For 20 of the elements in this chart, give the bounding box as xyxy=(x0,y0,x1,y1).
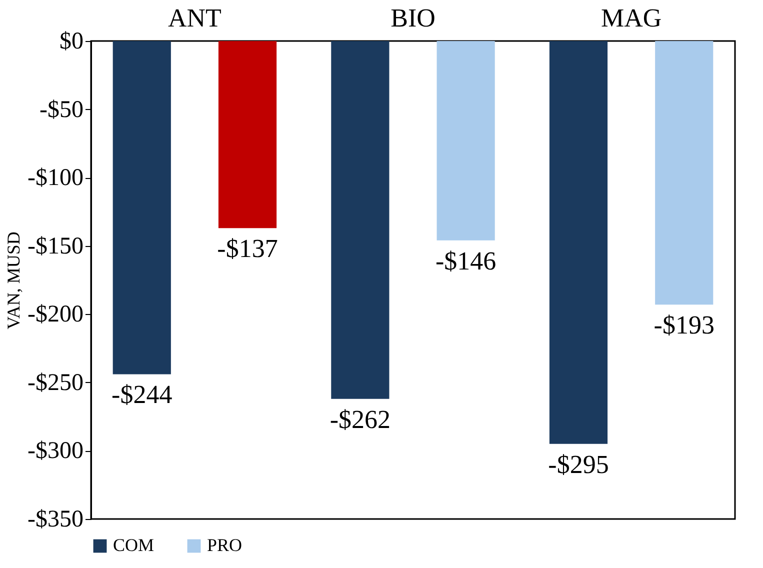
y-tick-label: -$200 xyxy=(28,302,84,328)
legend-label: PRO xyxy=(207,535,242,555)
data-label: -$262 xyxy=(330,404,391,434)
legend-label: COM xyxy=(113,535,154,555)
x-tick-label: BIO xyxy=(390,4,436,32)
data-label: -$146 xyxy=(435,246,496,276)
y-tick-label: $0 xyxy=(60,28,84,54)
x-tick-label: MAG xyxy=(600,4,662,32)
y-tick-label: -$150 xyxy=(28,233,84,260)
y-tick-label: -$50 xyxy=(40,96,84,123)
x-tick-label: ANT xyxy=(168,4,222,32)
y-axis-title: VAN, MUSD xyxy=(4,232,24,330)
y-tick-label: -$350 xyxy=(28,506,84,532)
y-tick-label: -$300 xyxy=(28,438,84,464)
y-tick-label: -$100 xyxy=(28,165,84,192)
data-label: -$244 xyxy=(112,380,172,410)
data-label: -$137 xyxy=(217,234,278,264)
data-label: -$193 xyxy=(654,310,714,340)
data-label: -$295 xyxy=(548,450,609,479)
y-tick-label: -$250 xyxy=(28,370,84,396)
